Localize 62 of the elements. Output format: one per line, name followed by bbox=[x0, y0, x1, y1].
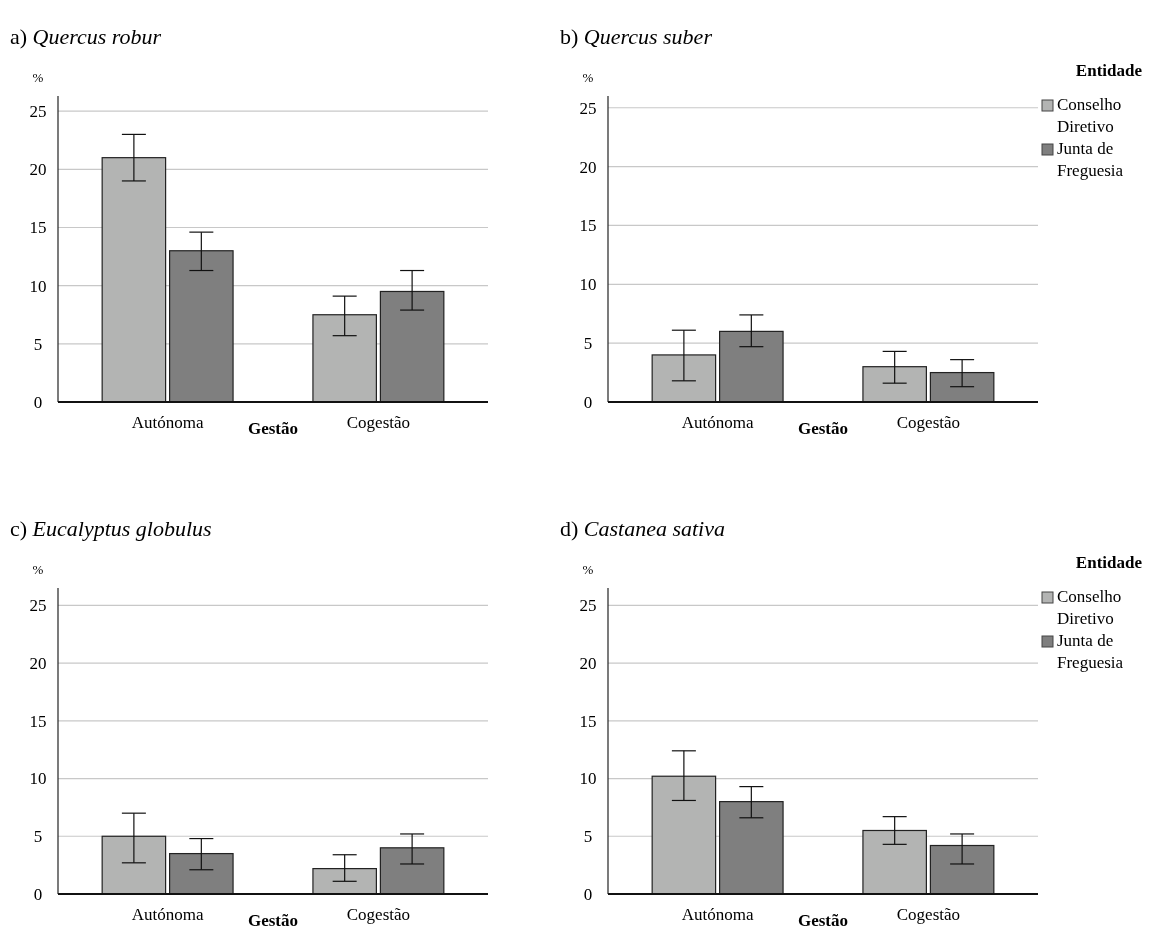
bar bbox=[101, 157, 167, 403]
chart-title: c) Eucalyptus globulus bbox=[10, 516, 212, 541]
x-axis-title: Gestão bbox=[797, 911, 849, 930]
x-tick-label: Cogestão bbox=[346, 905, 411, 924]
y-tick-label: 0 bbox=[583, 392, 593, 412]
y-tick-label: 20 bbox=[579, 157, 597, 177]
bar bbox=[169, 250, 234, 403]
y-tick-label: 5 bbox=[583, 334, 593, 354]
y-tick-label: 20 bbox=[29, 654, 47, 674]
legend-label: Conselho Diretivo bbox=[1057, 95, 1122, 136]
bar bbox=[312, 314, 377, 403]
y-axis-title: % bbox=[582, 562, 594, 577]
y-tick-label: 20 bbox=[29, 160, 47, 180]
bar bbox=[929, 371, 995, 403]
y-axis-title: % bbox=[32, 70, 44, 85]
bar bbox=[651, 775, 717, 895]
legend-title: Entidade bbox=[1075, 553, 1143, 572]
bar bbox=[719, 330, 784, 403]
y-tick-label: 5 bbox=[583, 827, 593, 847]
y-tick-label: 15 bbox=[29, 711, 47, 731]
y-tick-label: 5 bbox=[33, 827, 43, 847]
y-tick-label: 15 bbox=[579, 711, 597, 731]
bar bbox=[862, 829, 927, 895]
bar bbox=[651, 354, 717, 403]
y-tick-label: 25 bbox=[579, 98, 597, 118]
legend-label: Conselho Diretivo bbox=[1057, 587, 1122, 628]
legend-title: Entidade bbox=[1075, 61, 1143, 80]
legend-label: Junta de Freguesia bbox=[1057, 631, 1124, 672]
y-tick-label: 0 bbox=[583, 884, 593, 904]
y-tick-label: 5 bbox=[33, 334, 43, 354]
y-tick-label: 15 bbox=[29, 218, 47, 238]
bar bbox=[862, 366, 927, 403]
x-axis-title: Gestão bbox=[797, 419, 849, 438]
legend-label: Junta de Freguesia bbox=[1057, 139, 1124, 180]
y-tick-label: 0 bbox=[33, 884, 43, 904]
x-tick-label: Autónoma bbox=[681, 905, 754, 924]
y-tick-label: 20 bbox=[579, 654, 597, 674]
bar bbox=[379, 290, 445, 403]
bar bbox=[719, 801, 784, 895]
y-tick-label: 10 bbox=[579, 275, 597, 295]
chart-title: a) Quercus robur bbox=[10, 24, 162, 49]
x-tick-label: Autónoma bbox=[131, 905, 204, 924]
y-tick-label: 10 bbox=[579, 769, 597, 789]
x-tick-label: Cogestão bbox=[896, 905, 961, 924]
chart-title: b) Quercus suber bbox=[560, 24, 713, 49]
y-tick-label: 10 bbox=[29, 276, 47, 296]
y-axis-title: % bbox=[32, 562, 44, 577]
x-axis-title: Gestão bbox=[247, 911, 299, 930]
y-tick-label: 25 bbox=[29, 596, 47, 616]
x-tick-label: Autónoma bbox=[131, 413, 204, 432]
y-axis-title: % bbox=[582, 70, 594, 85]
y-tick-label: 25 bbox=[579, 596, 597, 616]
x-tick-label: Cogestão bbox=[896, 413, 961, 432]
y-tick-label: 10 bbox=[29, 769, 47, 789]
y-tick-label: 0 bbox=[33, 392, 43, 412]
x-tick-label: Autónoma bbox=[681, 413, 754, 432]
bar bbox=[929, 844, 995, 895]
y-tick-label: 25 bbox=[29, 102, 47, 122]
x-axis-title: Gestão bbox=[247, 419, 299, 438]
x-tick-label: Cogestão bbox=[346, 413, 411, 432]
chart-title: d) Castanea sativa bbox=[560, 516, 725, 541]
y-tick-label: 15 bbox=[579, 216, 597, 236]
